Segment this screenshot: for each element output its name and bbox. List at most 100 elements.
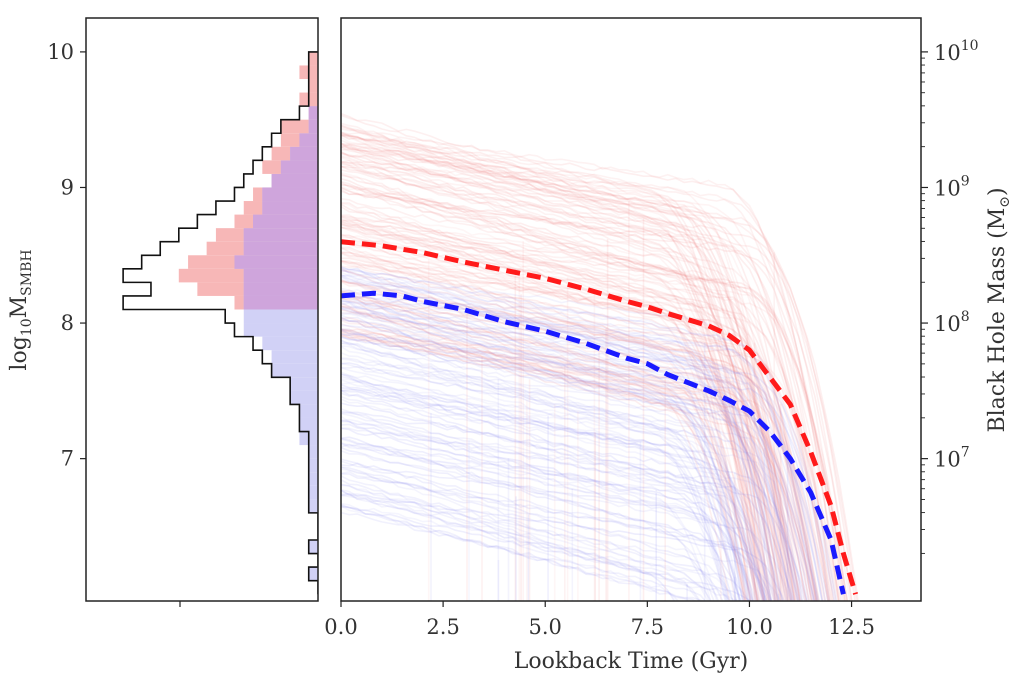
main-right-tick-label: 107 [934, 445, 970, 472]
histogram-bar-blue [290, 390, 318, 405]
histogram-bar-blue [243, 323, 318, 337]
median-lines [341, 239, 858, 595]
individual-track [341, 302, 744, 601]
individual-track [341, 246, 770, 601]
individual-track [341, 220, 817, 601]
individual-track [341, 280, 787, 601]
individual-track [341, 442, 712, 601]
histogram-bar-blue [308, 472, 318, 486]
individual-track [341, 357, 752, 601]
histogram-fills [178, 51, 318, 581]
individual-track [341, 489, 786, 601]
individual-track [341, 489, 736, 601]
individual-track [341, 328, 810, 601]
main-x-axis-label: Lookback Time (Gyr) [514, 649, 749, 674]
individual-track [341, 314, 788, 601]
individual-track [341, 270, 748, 601]
individual-track [341, 290, 731, 601]
individual-track [341, 183, 782, 601]
individual-track [341, 269, 818, 601]
main-right-tick-label: 109 [934, 173, 970, 200]
main-x-tick-label: 10.0 [726, 615, 773, 639]
individual-track [341, 172, 804, 601]
individual-track [341, 328, 792, 601]
individual-track [341, 142, 853, 601]
individual-track [341, 319, 793, 601]
individual-track [341, 511, 707, 601]
individual-track [341, 222, 801, 601]
individual-track [341, 371, 746, 601]
individual-track [341, 307, 809, 601]
histogram-bar-blue [308, 499, 318, 513]
individual-track [341, 250, 765, 601]
individual-track [341, 328, 751, 601]
histogram-y-tick-label: 8 [61, 311, 74, 335]
blue-population-median-line [341, 290, 846, 595]
individual-track [341, 133, 847, 601]
individual-track [341, 134, 771, 601]
individual-track [341, 331, 784, 601]
individual-track [341, 151, 787, 601]
individual-track [341, 131, 834, 601]
individual-track [341, 143, 765, 601]
individual-track [341, 466, 713, 601]
individual-track [341, 275, 823, 601]
individual-track [341, 160, 777, 601]
individual-track [341, 169, 835, 601]
individual-track [341, 443, 745, 601]
histogram-bar-overlap [280, 160, 318, 174]
individual-track [341, 308, 789, 601]
histogram-y-tick-label: 9 [61, 175, 74, 199]
histogram-bar-blue [308, 539, 318, 554]
histogram-bar-overlap [243, 268, 318, 283]
histogram-panel: 7 8 9 10 log10MSMBH [7, 17, 319, 607]
individual-track [341, 222, 831, 601]
individual-track [341, 502, 738, 601]
histogram-bar-overlap [243, 282, 318, 296]
individual-track [341, 259, 833, 601]
individual-track [341, 289, 736, 601]
individual-track [341, 460, 768, 601]
individual-track [341, 307, 804, 601]
individual-track [341, 251, 766, 601]
individual-track [341, 112, 831, 601]
individual-track [341, 165, 779, 601]
individual-track [341, 299, 816, 601]
individual-track [341, 132, 856, 601]
individual-track [341, 146, 772, 601]
individual-track [341, 165, 846, 601]
individual-track [341, 492, 780, 601]
main-x-axis: 0.0 2.5 5.0 7.5 10.0 12.5 [324, 601, 875, 639]
individual-track [341, 122, 791, 601]
main-panel: 0.0 2.5 5.0 7.5 10.0 12.5 107 108 109 1010 Lookb… [324, 17, 1013, 674]
individual-track [341, 131, 858, 601]
histogram-bar-red [308, 79, 318, 93]
individual-track [341, 438, 742, 601]
individual-track [341, 328, 764, 601]
individual-track [341, 273, 777, 601]
individual-track [341, 260, 745, 601]
main-frame [340, 17, 922, 602]
individual-track [341, 269, 831, 601]
histogram-bar-blue [308, 567, 318, 581]
individual-track [341, 387, 738, 601]
individual-track [341, 484, 709, 601]
histogram-bar-overlap [299, 133, 318, 147]
histogram-bar-blue [308, 445, 318, 459]
individual-track [341, 134, 761, 601]
individual-track [341, 366, 767, 601]
individual-track [341, 330, 790, 601]
individual-track [341, 276, 754, 601]
individual-track [341, 328, 752, 601]
individual-track [341, 125, 772, 601]
individual-track [341, 419, 728, 601]
individual-track [341, 265, 842, 601]
individual-track [341, 271, 780, 601]
histogram-bar-overlap [243, 228, 318, 242]
individual-track [341, 139, 795, 601]
main-right-axis: 107 108 109 1010 [921, 38, 979, 554]
individual-track [341, 216, 813, 601]
main-x-tick-label: 12.5 [828, 615, 875, 639]
individual-track [341, 373, 727, 601]
histogram-bar-overlap [243, 295, 318, 310]
